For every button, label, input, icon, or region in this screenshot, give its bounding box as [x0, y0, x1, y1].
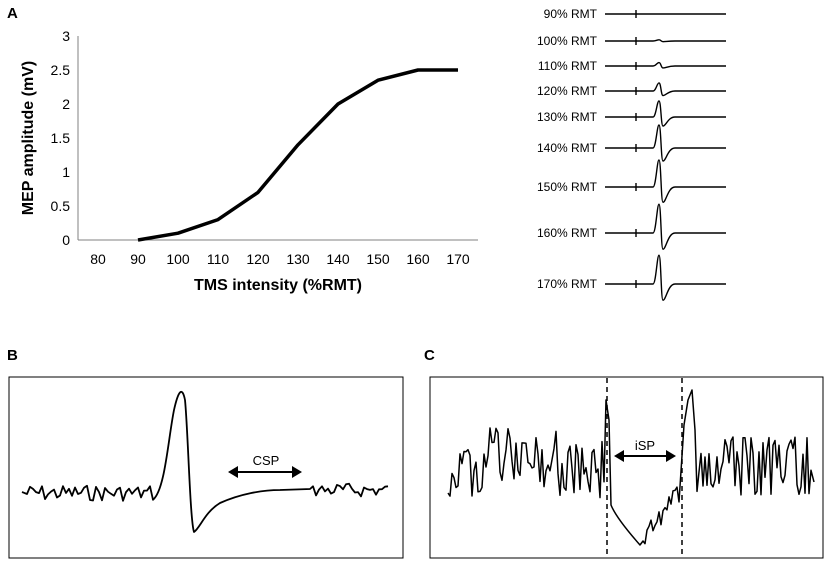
y-tick-label: 2 — [62, 96, 70, 112]
trace-label: 140% RMT — [537, 141, 598, 155]
x-tick-label: 140 — [326, 251, 350, 267]
panel-b-frame — [8, 376, 404, 559]
x-tick-label: 100 — [166, 251, 190, 267]
trace-label: 130% RMT — [537, 110, 598, 124]
panel-b-label: B — [7, 347, 18, 364]
y-tick-label: 0.5 — [51, 198, 71, 214]
trace-label: 110% RMT — [538, 59, 598, 73]
isp-label: iSP — [635, 438, 655, 453]
x-axis-title: TMS intensity (%RMT) — [194, 277, 362, 294]
x-tick-label: 80 — [90, 251, 106, 267]
x-tick-label: 120 — [246, 251, 270, 267]
mep-trace — [605, 159, 726, 203]
trace-label: 90% RMT — [544, 7, 598, 21]
mep-trace — [605, 37, 726, 45]
panel-c-label: C — [424, 347, 435, 364]
mep-trace — [605, 82, 726, 97]
mep-recruitment-chart: 0 0.5 1 1.5 2 2.5 3 80 90 100 110 120 130 140 150 160 1… — [20, 28, 478, 294]
isp-emg-trace — [447, 389, 815, 546]
trace-label: 100% RMT — [537, 34, 598, 48]
x-tick-label: 110 — [207, 251, 230, 267]
csp-emg-trace — [21, 390, 389, 533]
isp-arrow — [614, 450, 676, 462]
x-tick-label: 170 — [446, 251, 470, 267]
mep-trace — [605, 61, 726, 70]
mep-trace — [605, 203, 726, 250]
mep-trace — [605, 124, 726, 162]
y-tick-label: 1 — [62, 164, 70, 180]
x-tick-label: 160 — [406, 251, 430, 267]
panel-a-label: A — [7, 5, 18, 22]
y-tick-label: 2.5 — [51, 62, 71, 78]
y-tick-label: 3 — [62, 28, 70, 44]
csp-arrow — [228, 466, 302, 478]
mep-trace — [605, 254, 726, 301]
y-axis-title: MEP amplitude (mV) — [20, 61, 37, 215]
trace-label: 150% RMT — [537, 180, 598, 194]
mep-trace — [605, 10, 726, 18]
y-tick-label: 1.5 — [51, 130, 71, 146]
trace-label: 120% RMT — [537, 84, 598, 98]
y-tick-label: 0 — [62, 232, 70, 248]
mep-trace-stack: 90% RMT 100% RMT 110% RMT 120% RMT 130% RMT 1… — [537, 7, 726, 301]
csp-label: CSP — [253, 453, 280, 468]
recruitment-curve — [137, 68, 458, 242]
x-tick-label: 130 — [286, 251, 310, 267]
x-tick-label: 90 — [130, 251, 146, 267]
mep-trace — [605, 100, 726, 127]
x-tick-label: 150 — [366, 251, 390, 267]
trace-label: 160% RMT — [537, 226, 598, 240]
panel-c-frame — [429, 376, 824, 559]
trace-label: 170% RMT — [537, 277, 598, 291]
